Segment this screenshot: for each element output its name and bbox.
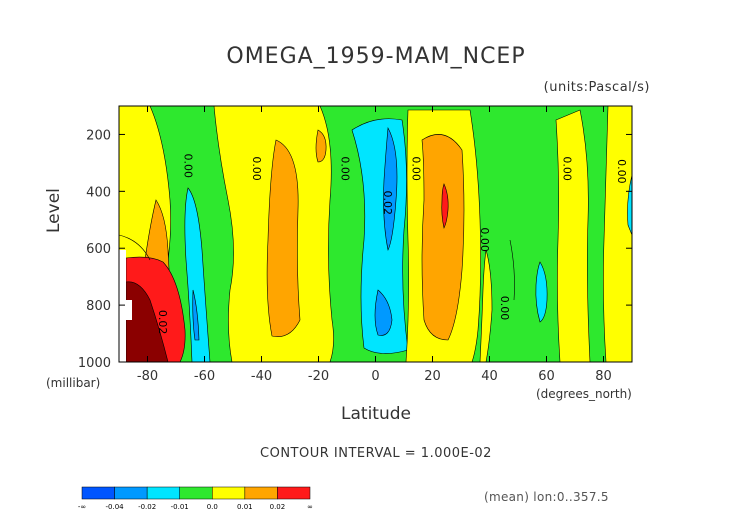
- field-blue-south: [192, 289, 200, 341]
- field-cyan-polar: [627, 174, 632, 236]
- y-tick-label: 400: [86, 185, 111, 200]
- colorbar: -∞ -0.04 -0.02 -0.01 0.0 0.01 0.02 ∞: [78, 486, 313, 511]
- colorbar-label: -0.01: [171, 503, 189, 511]
- x-tick-label: 80: [595, 369, 612, 384]
- colorbar-label: 0.0: [207, 503, 218, 511]
- colorbar-segment: [114, 486, 148, 500]
- colorbar-label: 0.02: [270, 503, 286, 511]
- x-tick-label: -60: [194, 369, 215, 384]
- field-orange-midsouth: [266, 139, 301, 337]
- contour-label: 0.00: [182, 153, 195, 178]
- x-tick-label: 20: [424, 369, 441, 384]
- x-axis-unit: (degrees_north): [536, 387, 632, 401]
- colorbar-label: -0.04: [106, 503, 125, 511]
- contour-interval-label: CONTOUR INTERVAL = 1.000E-02: [260, 446, 492, 461]
- contour-label: 0.02: [156, 310, 169, 335]
- colorbar-segment: [277, 486, 311, 500]
- missing-data-block: [119, 250, 132, 362]
- field-cyan-south: [184, 187, 211, 362]
- field-orange-small: [315, 129, 327, 163]
- mean-longitude-note: (mean) lon:0..357.5: [484, 490, 609, 504]
- x-tick-label: -40: [251, 369, 272, 384]
- y-tick-label: 800: [86, 299, 111, 314]
- x-tick-label: -20: [308, 369, 329, 384]
- contour-label: 0.02: [381, 190, 394, 215]
- x-tick-label: 0: [371, 369, 379, 384]
- contour-label: 0.00: [250, 156, 263, 181]
- y-tick-label: 1000: [78, 356, 111, 371]
- filled-contours: 0.00 0.00 0.00 0.00 0.02 0.00 0.00 0.00 0.00 0.02: [119, 106, 632, 362]
- contour-line-south: [119, 234, 151, 261]
- colorbar-segment: [81, 486, 115, 500]
- chart-title: OMEGA_1959-MAM_NCEP: [226, 44, 526, 69]
- x-tick-label: 60: [538, 369, 555, 384]
- y-tick-label: 200: [86, 128, 111, 143]
- x-axis-label: Latitude: [341, 404, 411, 424]
- y-axis-unit: (millibar): [46, 376, 101, 390]
- field-darkred-south: [125, 281, 169, 362]
- field-cyan-north: [535, 261, 548, 323]
- contour-label: 0.00: [410, 156, 423, 181]
- x-tick-label: 40: [481, 369, 498, 384]
- y-axis: 200 400 600 800 1000: [78, 128, 632, 371]
- contour-label: 0.00: [561, 156, 574, 181]
- y-tick-label: 600: [86, 242, 111, 257]
- contour-label: 0.00: [498, 296, 511, 321]
- colorbar-segment: [244, 486, 278, 500]
- contour-label: 0.00: [338, 156, 351, 181]
- colorbar-segment: [212, 486, 246, 500]
- contour-label: 0.00: [478, 227, 491, 252]
- colorbar-label: 0.01: [237, 503, 253, 511]
- colorbar-segment: [179, 486, 213, 500]
- field-orange-north: [421, 134, 465, 341]
- contour-line-north: [509, 239, 515, 301]
- field-blue-equator: [383, 126, 398, 251]
- contour-label: 0.00: [615, 159, 628, 184]
- colorbar-segment: [146, 486, 180, 500]
- colorbar-label: -∞: [78, 503, 86, 511]
- contour-labels: 0.00 0.00 0.00 0.00 0.02 0.00 0.00 0.00 0.00 0.02: [156, 153, 628, 334]
- colorbar-label: -0.02: [138, 503, 156, 511]
- field-yellow-polar: [603, 106, 632, 362]
- field-red-north: [441, 183, 449, 229]
- field-yellow-band-45: [479, 249, 493, 362]
- field-yellow-far-north: [555, 109, 591, 362]
- colorbar-label: ∞: [307, 503, 313, 511]
- x-axis: -80 -60 -40 -20 0 20 40 60 80: [137, 106, 612, 384]
- x-tick-label: -80: [137, 369, 158, 384]
- units-label: (units:Pascal/s): [543, 80, 650, 95]
- field-blue-equator-low: [374, 289, 393, 336]
